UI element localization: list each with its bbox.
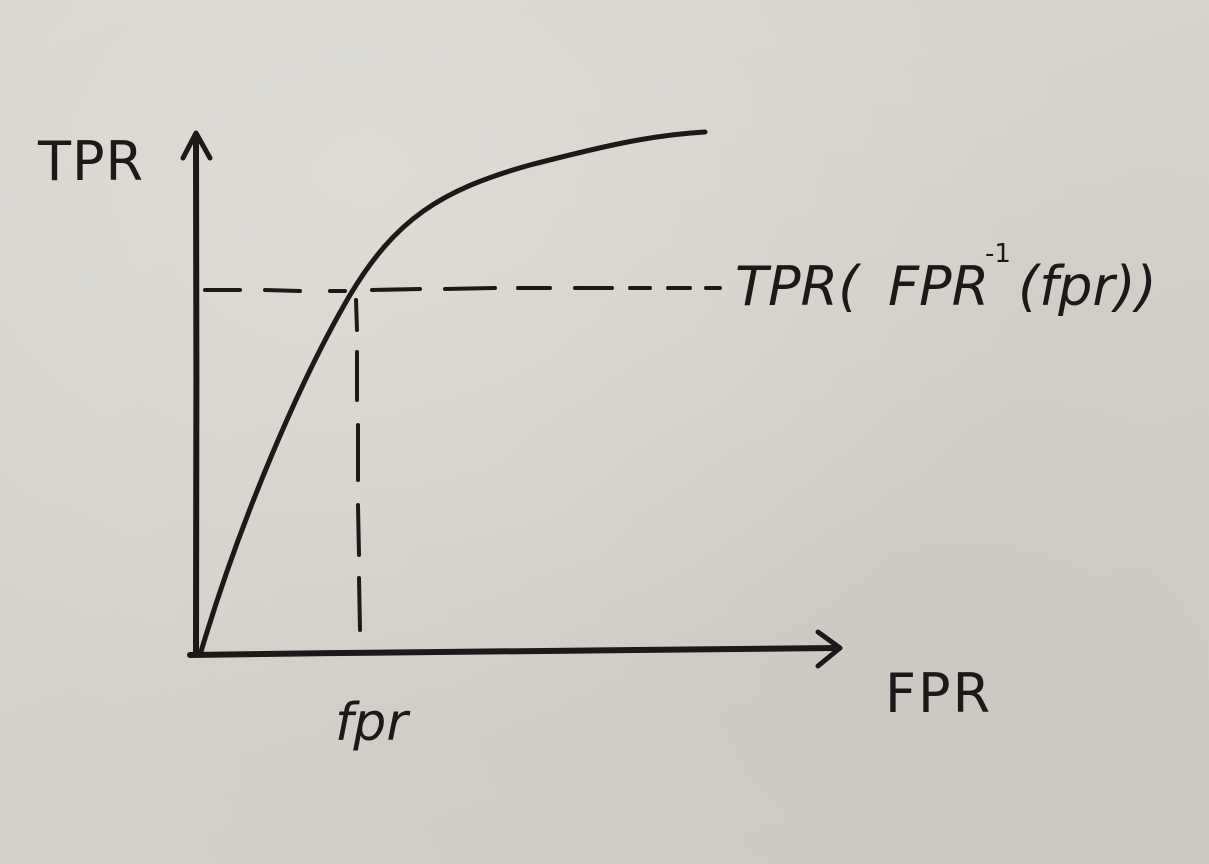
x-axis-line — [187, 645, 838, 658]
y-axis-arrowhead — [180, 130, 213, 161]
tpr-at-fpr-inner: FPR — [888, 255, 989, 318]
x-axis-arrowhead — [815, 629, 843, 669]
tpr-at-fpr-superscript: -1 — [985, 239, 1011, 269]
x-axis — [187, 629, 843, 669]
fpr-marker-label: fpr — [335, 693, 411, 753]
horizontal-dashed-guide — [203, 286, 722, 293]
tpr-at-fpr-prefix: TPR( — [735, 255, 862, 318]
y-axis — [180, 130, 213, 658]
x-axis-label: FPR — [885, 662, 992, 725]
tpr-at-fpr-label: TPR( FPR -1 (fpr)) — [735, 239, 1157, 318]
y-axis-label: TPR — [37, 130, 144, 193]
roc-curve — [197, 129, 708, 658]
tpr-at-fpr-suffix: (fpr)) — [1018, 255, 1157, 318]
vertical-dashed-guide — [354, 298, 362, 632]
